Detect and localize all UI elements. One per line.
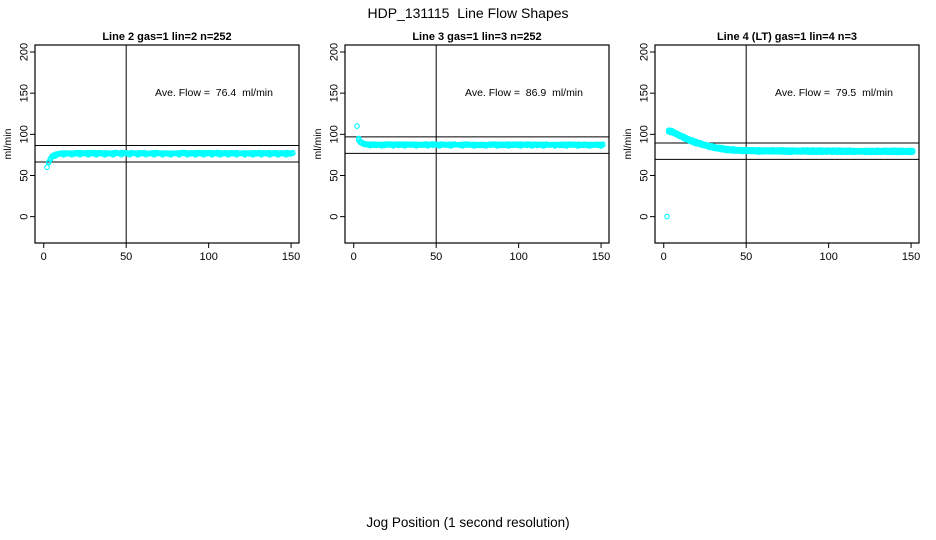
x-tick-label: 150 [282,251,300,263]
data-points [664,127,916,220]
y-tick-label: 0 [329,214,341,220]
data-points [354,123,606,149]
figure-title: HDP_131115 Line Flow Shapes [367,5,569,21]
y-tick-label: 150 [329,84,341,102]
axes: 0 50 100 150 0 50 100 150 200 ml/min [2,43,300,263]
panel-line3: 0 50 100 150 0 50 100 150 200 ml/min Line 3 gas=1… [312,25,624,275]
y-tick-label: 200 [329,43,341,61]
y-tick-label: 0 [639,214,651,220]
y-tick-label: 50 [639,169,651,181]
y-axis-title: ml/min [312,128,324,159]
plot-box [34,44,300,244]
y-tick-label: 100 [19,125,31,143]
y-tick-label: 50 [329,169,341,181]
axes: 0 50 100 150 0 50 100 150 200 ml/min [622,43,920,263]
y-tick-label: 200 [19,43,31,61]
x-tick-label: 100 [509,251,527,263]
axes: 0 50 100 150 0 50 100 150 200 ml/min [312,43,610,263]
plot-box [344,44,610,244]
panel-line2-title: Line 2 gas=1 lin=2 n=252 [102,31,232,43]
data-points [44,149,296,171]
x-tick-label: 50 [430,251,442,263]
flow-point [909,147,916,154]
y-tick-label: 150 [639,84,651,102]
x-tick-label: 50 [120,251,132,263]
x-tick-label: 150 [592,251,610,263]
reference-lines [35,45,299,243]
panel-line2: 0 50 100 150 0 50 100 150 200 ml/min Line 2 gas=1… [2,25,314,275]
x-tick-label: 100 [199,251,217,263]
x-axis-title: Jog Position (1 second resolution) [366,515,570,530]
panel-line4-ave-flow-label: Ave. Flow = 79.5 ml/min [775,87,893,99]
flow-point [289,149,296,156]
panel-line4-title: Line 4 (LT) gas=1 lin=4 n=3 [716,31,858,43]
y-tick-label: 50 [19,169,31,181]
y-tick-label: 200 [639,43,651,61]
outlier-point [44,164,50,171]
panel-line3-canvas: 0 50 100 150 0 50 100 150 200 ml/min [312,43,610,263]
y-axis-title: ml/min [2,128,14,159]
plot-box [654,44,920,244]
y-tick-label: 0 [19,214,31,220]
x-tick-label: 100 [819,251,837,263]
panel-line3-title: Line 3 gas=1 lin=3 n=252 [412,31,542,43]
outlier-point [664,213,670,220]
y-axis-title: ml/min [622,128,634,159]
x-tick-label: 50 [740,251,752,263]
y-tick-label: 150 [19,84,31,102]
panel-line4-canvas: 0 50 100 150 0 50 100 150 200 ml/min [622,43,920,263]
panel-line3-ave-flow-label: Ave. Flow = 86.9 ml/min [465,87,583,99]
outlier-point [354,123,360,129]
x-tick-label: 0 [351,251,357,263]
flow-point [599,141,606,147]
y-tick-label: 100 [329,125,341,143]
panel-line4: 0 50 100 150 0 50 100 150 200 ml/min Line 4 (LT) … [622,25,934,275]
x-tick-label: 150 [902,251,920,263]
x-tick-label: 0 [41,251,47,263]
y-tick-label: 100 [639,125,651,143]
panel-line2-canvas: 0 50 100 150 0 50 100 150 200 ml/min [2,43,300,263]
x-tick-label: 0 [661,251,667,263]
panel-line2-ave-flow-label: Ave. Flow = 76.4 ml/min [155,87,273,99]
